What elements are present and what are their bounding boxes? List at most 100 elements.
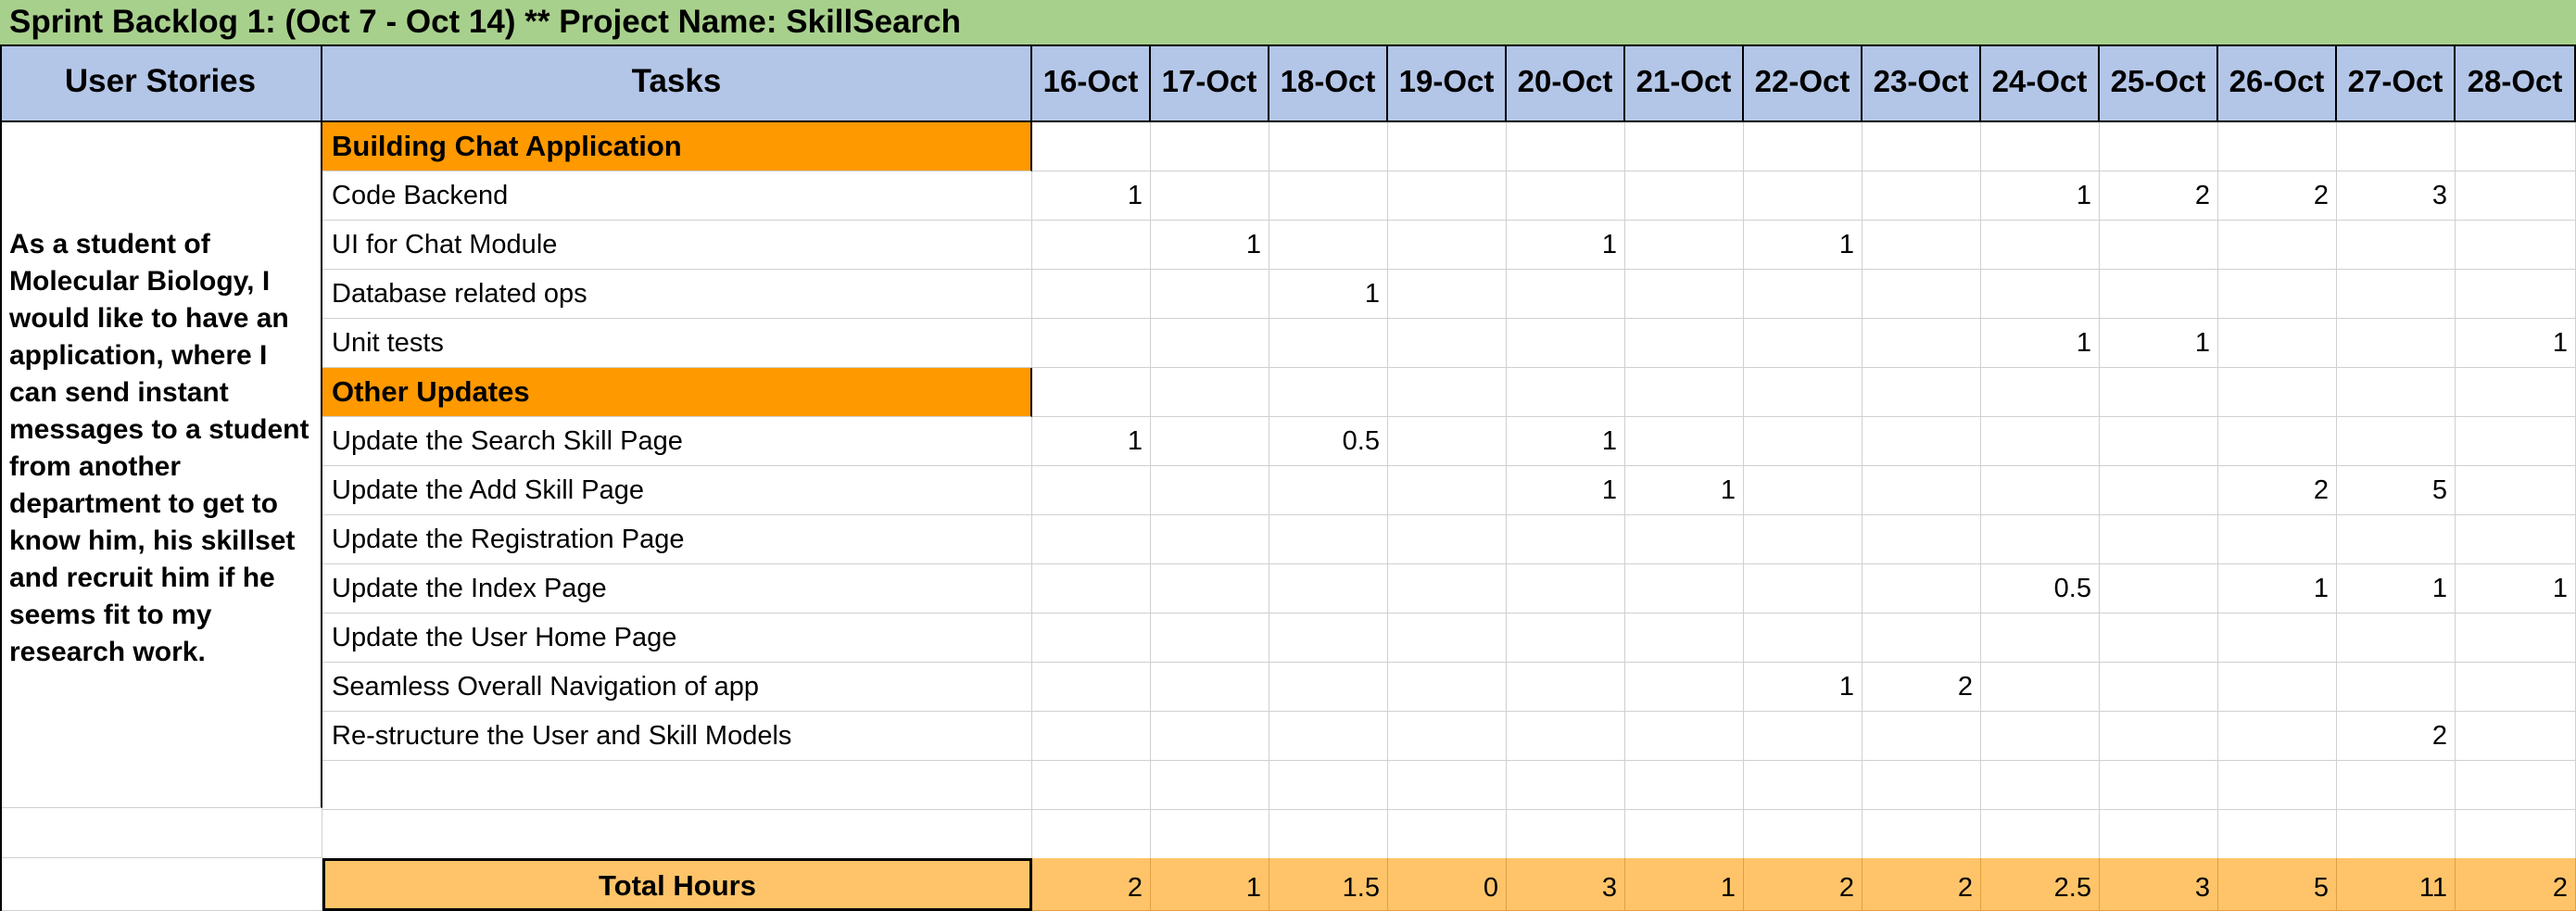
hours-cell[interactable] bbox=[2100, 221, 2218, 270]
hours-cell[interactable] bbox=[2218, 614, 2337, 663]
hours-cell[interactable] bbox=[2100, 663, 2218, 712]
hours-cell[interactable] bbox=[1744, 171, 1863, 221]
hours-cell[interactable] bbox=[1863, 515, 1981, 564]
hours-cell[interactable] bbox=[1507, 368, 1625, 417]
hours-cell[interactable] bbox=[2100, 810, 2218, 859]
hours-cell[interactable] bbox=[2218, 810, 2337, 859]
hours-cell[interactable] bbox=[2456, 122, 2576, 171]
hours-cell[interactable]: 1 bbox=[2456, 564, 2576, 614]
task-label-cell[interactable] bbox=[322, 810, 1032, 859]
hours-cell[interactable] bbox=[2218, 515, 2337, 564]
hours-cell[interactable] bbox=[1032, 466, 1151, 515]
hours-cell[interactable] bbox=[1388, 515, 1507, 564]
task-label-cell[interactable]: Database related ops bbox=[322, 270, 1032, 319]
hours-cell[interactable]: 5 bbox=[2337, 466, 2456, 515]
section-header-cell[interactable]: Other Updates bbox=[322, 368, 1032, 417]
hours-cell[interactable] bbox=[1151, 810, 1269, 859]
total-hours-cell[interactable]: 2 bbox=[1744, 858, 1863, 911]
sheet-title[interactable]: Sprint Backlog 1: (Oct 7 - Oct 14) ** Pr… bbox=[9, 4, 961, 40]
task-label-cell[interactable]: Re-structure the User and Skill Models bbox=[322, 712, 1032, 761]
hours-cell[interactable] bbox=[1269, 466, 1388, 515]
hours-cell[interactable] bbox=[1625, 270, 1744, 319]
hours-cell[interactable]: 1 bbox=[1507, 417, 1625, 466]
hours-cell[interactable] bbox=[2337, 663, 2456, 712]
hours-cell[interactable]: 2 bbox=[2337, 712, 2456, 761]
hours-cell[interactable] bbox=[1507, 614, 1625, 663]
hours-cell[interactable] bbox=[2337, 270, 2456, 319]
hours-cell[interactable] bbox=[2337, 368, 2456, 417]
hours-cell[interactable] bbox=[1032, 515, 1151, 564]
hours-cell[interactable] bbox=[1863, 712, 1981, 761]
hours-cell[interactable] bbox=[1625, 564, 1744, 614]
hours-cell[interactable] bbox=[1269, 122, 1388, 171]
date-header-12[interactable]: 27-Oct bbox=[2337, 46, 2456, 122]
date-header-4[interactable]: 19-Oct bbox=[1388, 46, 1507, 122]
task-label-cell[interactable]: Update the Add Skill Page bbox=[322, 466, 1032, 515]
hours-cell[interactable] bbox=[2456, 466, 2576, 515]
total-hours-cell[interactable]: 0 bbox=[1388, 858, 1507, 911]
hours-cell[interactable] bbox=[1151, 515, 1269, 564]
hours-cell[interactable] bbox=[1863, 221, 1981, 270]
hours-cell[interactable] bbox=[1863, 417, 1981, 466]
hours-cell[interactable] bbox=[1388, 712, 1507, 761]
total-row-blank-cell[interactable] bbox=[0, 858, 322, 911]
hours-cell[interactable] bbox=[1032, 564, 1151, 614]
hours-cell[interactable] bbox=[2456, 171, 2576, 221]
hours-cell[interactable] bbox=[1151, 270, 1269, 319]
hours-cell[interactable] bbox=[1744, 515, 1863, 564]
total-hours-cell[interactable]: 2 bbox=[1863, 858, 1981, 911]
hours-cell[interactable] bbox=[1151, 466, 1269, 515]
hours-cell[interactable]: 1 bbox=[1744, 221, 1863, 270]
hours-cell[interactable] bbox=[1863, 319, 1981, 368]
hours-cell[interactable] bbox=[1388, 564, 1507, 614]
hours-cell[interactable] bbox=[1625, 319, 1744, 368]
hours-cell[interactable]: 2 bbox=[2218, 466, 2337, 515]
user-story-cell[interactable]: As a student of Molecular Biology, I wou… bbox=[0, 122, 322, 808]
hours-cell[interactable] bbox=[2456, 417, 2576, 466]
hours-cell[interactable] bbox=[1151, 712, 1269, 761]
hours-cell[interactable] bbox=[2337, 515, 2456, 564]
hours-cell[interactable]: 1 bbox=[1151, 221, 1269, 270]
hours-cell[interactable] bbox=[2218, 417, 2337, 466]
hours-cell[interactable] bbox=[2456, 712, 2576, 761]
hours-cell[interactable] bbox=[1625, 221, 1744, 270]
task-label-cell[interactable]: Update the Index Page bbox=[322, 564, 1032, 614]
hours-cell[interactable] bbox=[1863, 761, 1981, 810]
hours-cell[interactable] bbox=[1507, 761, 1625, 810]
hours-cell[interactable] bbox=[2100, 761, 2218, 810]
task-label-cell[interactable]: Update the User Home Page bbox=[322, 614, 1032, 663]
hours-cell[interactable]: 1 bbox=[1507, 466, 1625, 515]
hours-cell[interactable]: 1 bbox=[1032, 417, 1151, 466]
hours-cell[interactable] bbox=[1507, 171, 1625, 221]
hours-cell[interactable] bbox=[1269, 712, 1388, 761]
hours-cell[interactable] bbox=[1388, 171, 1507, 221]
hours-cell[interactable] bbox=[1863, 171, 1981, 221]
hours-cell[interactable]: 1 bbox=[1981, 171, 2100, 221]
hours-cell[interactable] bbox=[1269, 614, 1388, 663]
hours-cell[interactable]: 1 bbox=[2337, 564, 2456, 614]
hours-cell[interactable] bbox=[2456, 663, 2576, 712]
hours-cell[interactable] bbox=[1625, 122, 1744, 171]
task-label-cell[interactable]: Seamless Overall Navigation of app bbox=[322, 663, 1032, 712]
hours-cell[interactable] bbox=[1507, 515, 1625, 564]
hours-cell[interactable] bbox=[1032, 663, 1151, 712]
hours-cell[interactable] bbox=[1269, 171, 1388, 221]
hours-cell[interactable] bbox=[1744, 368, 1863, 417]
total-hours-label[interactable]: Total Hours bbox=[322, 858, 1032, 911]
hours-cell[interactable] bbox=[1269, 319, 1388, 368]
hours-cell[interactable] bbox=[1151, 761, 1269, 810]
hours-cell[interactable] bbox=[1625, 810, 1744, 859]
date-header-8[interactable]: 23-Oct bbox=[1863, 46, 1981, 122]
hours-cell[interactable] bbox=[2100, 614, 2218, 663]
total-hours-cell[interactable]: 3 bbox=[1507, 858, 1625, 911]
hours-cell[interactable] bbox=[1863, 466, 1981, 515]
hours-cell[interactable]: 2 bbox=[2218, 171, 2337, 221]
hours-cell[interactable] bbox=[1388, 417, 1507, 466]
hours-cell[interactable] bbox=[2456, 810, 2576, 859]
task-label-cell[interactable]: Code Backend bbox=[322, 171, 1032, 221]
hours-cell[interactable] bbox=[1981, 515, 2100, 564]
hours-cell[interactable]: 1 bbox=[1507, 221, 1625, 270]
hours-cell[interactable] bbox=[1863, 614, 1981, 663]
hours-cell[interactable]: 1 bbox=[1744, 663, 1863, 712]
hours-cell[interactable] bbox=[2337, 417, 2456, 466]
